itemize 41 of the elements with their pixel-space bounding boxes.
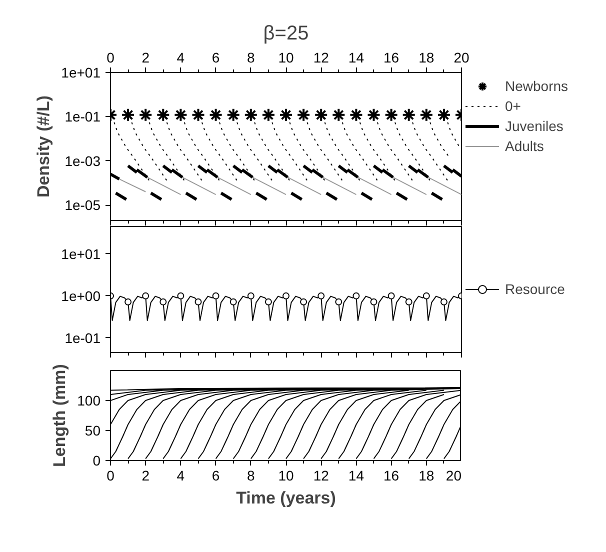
x-axis-title: Time (years)	[236, 488, 336, 508]
y-tick-label: 1e+01	[61, 246, 101, 262]
x-tick-label: 2	[142, 468, 150, 484]
x-tick-label: 10	[278, 468, 294, 484]
y-axis-title: Density (#/L)	[34, 95, 54, 198]
x2-tick-label: 10	[278, 50, 294, 66]
x-tick-label: 0	[106, 468, 115, 484]
x2-tick-label: 12	[313, 50, 330, 66]
x2-tick-label: 2	[142, 50, 150, 66]
x-tick-label: 6	[212, 468, 220, 484]
x-tick-label: 4	[176, 468, 185, 484]
x2-tick-label: 4	[176, 50, 185, 66]
x2-tick-label: 14	[348, 50, 364, 66]
x-tick-label: 16	[384, 468, 400, 484]
legend-label: Adults	[505, 138, 544, 154]
x2-tick-label: 16	[384, 50, 400, 66]
y-tick-label: 0	[92, 452, 101, 468]
legend-label: 0+	[505, 98, 522, 114]
legend-label: Juveniles	[505, 118, 564, 134]
x2-tick-label: 0	[106, 50, 115, 66]
x2-tick-label: 8	[247, 50, 256, 66]
x-tick-label: 14	[348, 468, 364, 484]
x-tick-label: 18	[418, 468, 434, 484]
x-tick-label: 12	[313, 468, 330, 484]
y-tick-label: 1e-01	[64, 330, 101, 346]
x2-tick-label: 6	[212, 50, 220, 66]
y-axis-title: Length (mm)	[50, 364, 70, 467]
x2-tick-label: 20	[454, 50, 470, 66]
y-tick-label: 1e+01	[61, 64, 101, 80]
y-tick-label: 1e-03	[64, 152, 101, 169]
y-tick-label: 50	[84, 422, 101, 438]
legend-label: Newborns	[505, 78, 568, 94]
chart-title: β=25	[263, 22, 309, 44]
y-tick-label: 100	[77, 392, 101, 408]
x-tick-label: 20	[446, 468, 462, 484]
y-tick-label: 1e-01	[64, 108, 101, 125]
legend-label: Resource	[505, 281, 565, 297]
x-tick-label: 8	[247, 468, 256, 484]
y-tick-label: 1e-05	[64, 197, 101, 214]
y-tick-label: 1e+00	[61, 288, 101, 304]
x2-tick-label: 18	[418, 50, 434, 66]
